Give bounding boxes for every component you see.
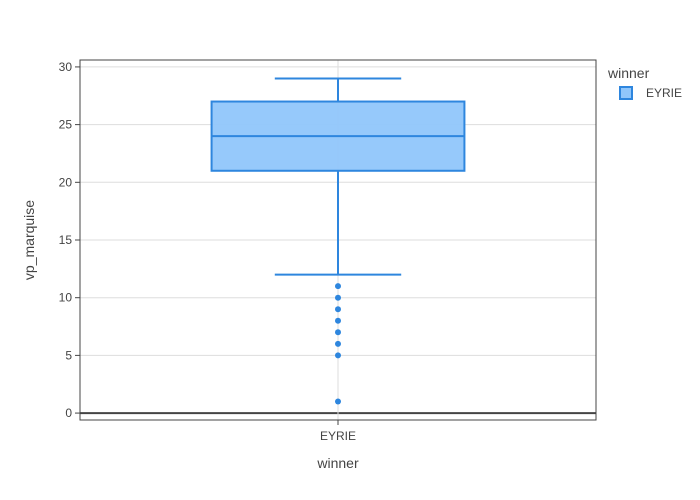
legend-title: winner — [607, 65, 650, 81]
y-tick-label: 30 — [59, 60, 73, 74]
outlier-point[interactable] — [335, 329, 341, 336]
outlier-point[interactable] — [335, 340, 341, 347]
y-tick-label: 25 — [59, 118, 73, 132]
legend-item-eyrie[interactable]: EYRIE — [619, 86, 682, 100]
y-tick-label: 20 — [59, 175, 73, 189]
outlier-point[interactable] — [335, 398, 341, 405]
plot-marks — [210, 77, 466, 405]
outlier-point[interactable] — [335, 352, 341, 359]
y-tick-label: 15 — [59, 233, 73, 247]
legend[interactable]: winner EYRIE — [607, 65, 682, 100]
legend-label: EYRIE — [646, 86, 682, 100]
outlier-point[interactable] — [335, 294, 341, 301]
box-series-eyrie[interactable] — [210, 77, 466, 405]
x-axis-ticks: EYRIE — [320, 420, 356, 443]
legend-swatch — [619, 86, 633, 100]
y-axis-ticks: 0 5 10 15 20 25 30 — [59, 60, 80, 420]
y-tick-label: 5 — [65, 348, 72, 362]
y-tick-label: 10 — [59, 291, 73, 305]
outlier-point[interactable] — [335, 283, 341, 290]
outlier-point[interactable] — [335, 317, 341, 324]
x-tick-label: EYRIE — [320, 429, 356, 443]
y-tick-label: 0 — [65, 406, 72, 420]
outlier-point[interactable] — [335, 306, 341, 313]
y-axis-title: vp_marquise — [21, 200, 37, 280]
x-axis-title: winner — [316, 455, 359, 471]
